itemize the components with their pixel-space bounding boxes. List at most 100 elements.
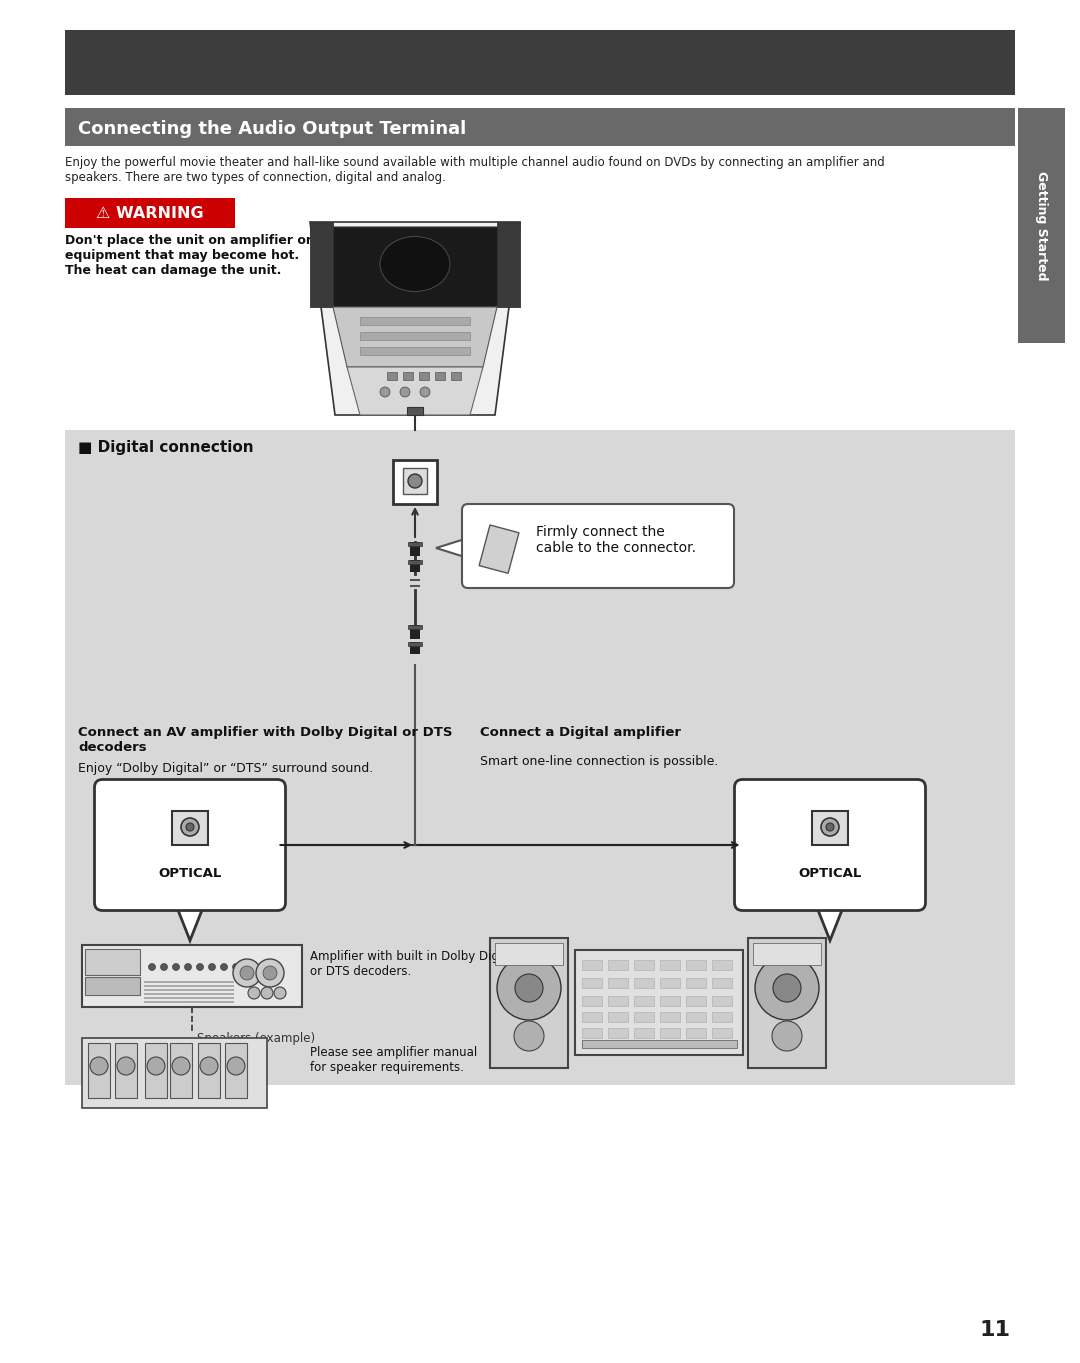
Circle shape (173, 964, 179, 970)
Bar (582, 996, 602, 1006)
Text: Speakers (example): Speakers (example) (197, 1032, 315, 1045)
Bar (144, 996, 234, 999)
Bar (85, 949, 140, 975)
Bar (575, 950, 743, 1055)
Bar (1018, 108, 1065, 343)
Circle shape (515, 975, 543, 1002)
Circle shape (147, 1056, 165, 1075)
Text: ■ Digital connection: ■ Digital connection (78, 440, 254, 455)
Bar (660, 979, 680, 988)
Polygon shape (497, 222, 519, 307)
Text: Don't place the unit on amplifier or
equipment that may become hot.
The heat can: Don't place the unit on amplifier or equ… (65, 234, 312, 277)
Circle shape (274, 987, 286, 999)
Text: Enjoy the powerful movie theater and hall-like sound available with multiple cha: Enjoy the powerful movie theater and hal… (65, 155, 885, 184)
Circle shape (420, 387, 430, 397)
Polygon shape (815, 902, 845, 940)
Bar (410, 542, 420, 556)
Bar (393, 459, 437, 504)
Circle shape (380, 387, 390, 397)
Bar (608, 1028, 627, 1039)
Bar (410, 642, 420, 654)
Text: Connect an AV amplifier with Dolby Digital or DTS
decoders: Connect an AV amplifier with Dolby Digit… (78, 726, 453, 754)
Bar (490, 938, 568, 1069)
Bar (660, 996, 680, 1006)
Circle shape (90, 1056, 108, 1075)
Bar (65, 108, 1015, 146)
Bar (403, 468, 427, 493)
Text: OPTICAL: OPTICAL (159, 867, 221, 880)
Bar (608, 1011, 627, 1022)
Bar (144, 1000, 234, 1003)
Bar (172, 811, 208, 845)
Circle shape (200, 1056, 218, 1075)
Bar (582, 1011, 602, 1022)
Circle shape (233, 960, 261, 987)
Bar (82, 1039, 267, 1108)
Bar (480, 525, 519, 574)
Circle shape (161, 964, 167, 970)
FancyBboxPatch shape (462, 504, 734, 587)
Bar (408, 542, 422, 547)
Circle shape (264, 966, 276, 980)
Circle shape (172, 1056, 190, 1075)
Bar (407, 408, 423, 414)
Polygon shape (310, 222, 333, 307)
Bar (712, 1028, 732, 1039)
Polygon shape (310, 222, 519, 414)
Bar (712, 996, 732, 1006)
Bar (812, 811, 848, 845)
Bar (360, 333, 470, 339)
Text: Getting Started: Getting Started (1035, 170, 1048, 281)
Bar (408, 626, 422, 628)
Bar (582, 979, 602, 988)
Bar (608, 960, 627, 970)
Bar (712, 960, 732, 970)
Circle shape (197, 964, 203, 970)
Bar (144, 994, 234, 995)
Circle shape (773, 975, 801, 1002)
Bar (753, 943, 821, 965)
Circle shape (185, 964, 191, 970)
Text: 11: 11 (978, 1319, 1010, 1340)
Bar (87, 1043, 110, 1099)
Bar (410, 626, 420, 639)
Bar (495, 943, 563, 965)
Bar (582, 1028, 602, 1039)
Text: OPTICAL: OPTICAL (798, 867, 862, 880)
Bar (65, 429, 1015, 1085)
Bar (686, 996, 706, 1006)
Bar (608, 996, 627, 1006)
Bar (65, 198, 235, 228)
Text: Amplifier with built in Dolby Digital
or DTS decoders.: Amplifier with built in Dolby Digital or… (310, 950, 517, 979)
Circle shape (248, 987, 260, 999)
Bar (686, 960, 706, 970)
Circle shape (408, 474, 422, 488)
Bar (144, 981, 234, 983)
Circle shape (149, 964, 156, 970)
Circle shape (821, 818, 839, 836)
Polygon shape (333, 307, 497, 367)
Circle shape (117, 1056, 135, 1075)
Circle shape (261, 987, 273, 999)
Ellipse shape (380, 237, 450, 292)
Bar (634, 996, 654, 1006)
Polygon shape (175, 902, 205, 940)
Bar (660, 1011, 680, 1022)
Circle shape (186, 823, 194, 831)
Text: Connecting the Audio Output Terminal: Connecting the Audio Output Terminal (78, 120, 467, 138)
Bar (608, 979, 627, 988)
Circle shape (240, 966, 254, 980)
Bar (582, 1040, 737, 1048)
Bar (408, 560, 422, 564)
Text: Enjoy “Dolby Digital” or “DTS” surround sound.: Enjoy “Dolby Digital” or “DTS” surround … (78, 762, 374, 776)
Bar (225, 1043, 247, 1099)
Bar (387, 372, 397, 380)
Circle shape (514, 1021, 544, 1051)
Text: Please see amplifier manual
for speaker requirements.: Please see amplifier manual for speaker … (310, 1045, 477, 1074)
Text: Connect a Digital amplifier: Connect a Digital amplifier (480, 726, 681, 739)
Bar (634, 1011, 654, 1022)
Bar (634, 1028, 654, 1039)
Bar (145, 1043, 167, 1099)
Bar (410, 560, 420, 572)
Text: ⚠ WARNING: ⚠ WARNING (96, 206, 204, 221)
